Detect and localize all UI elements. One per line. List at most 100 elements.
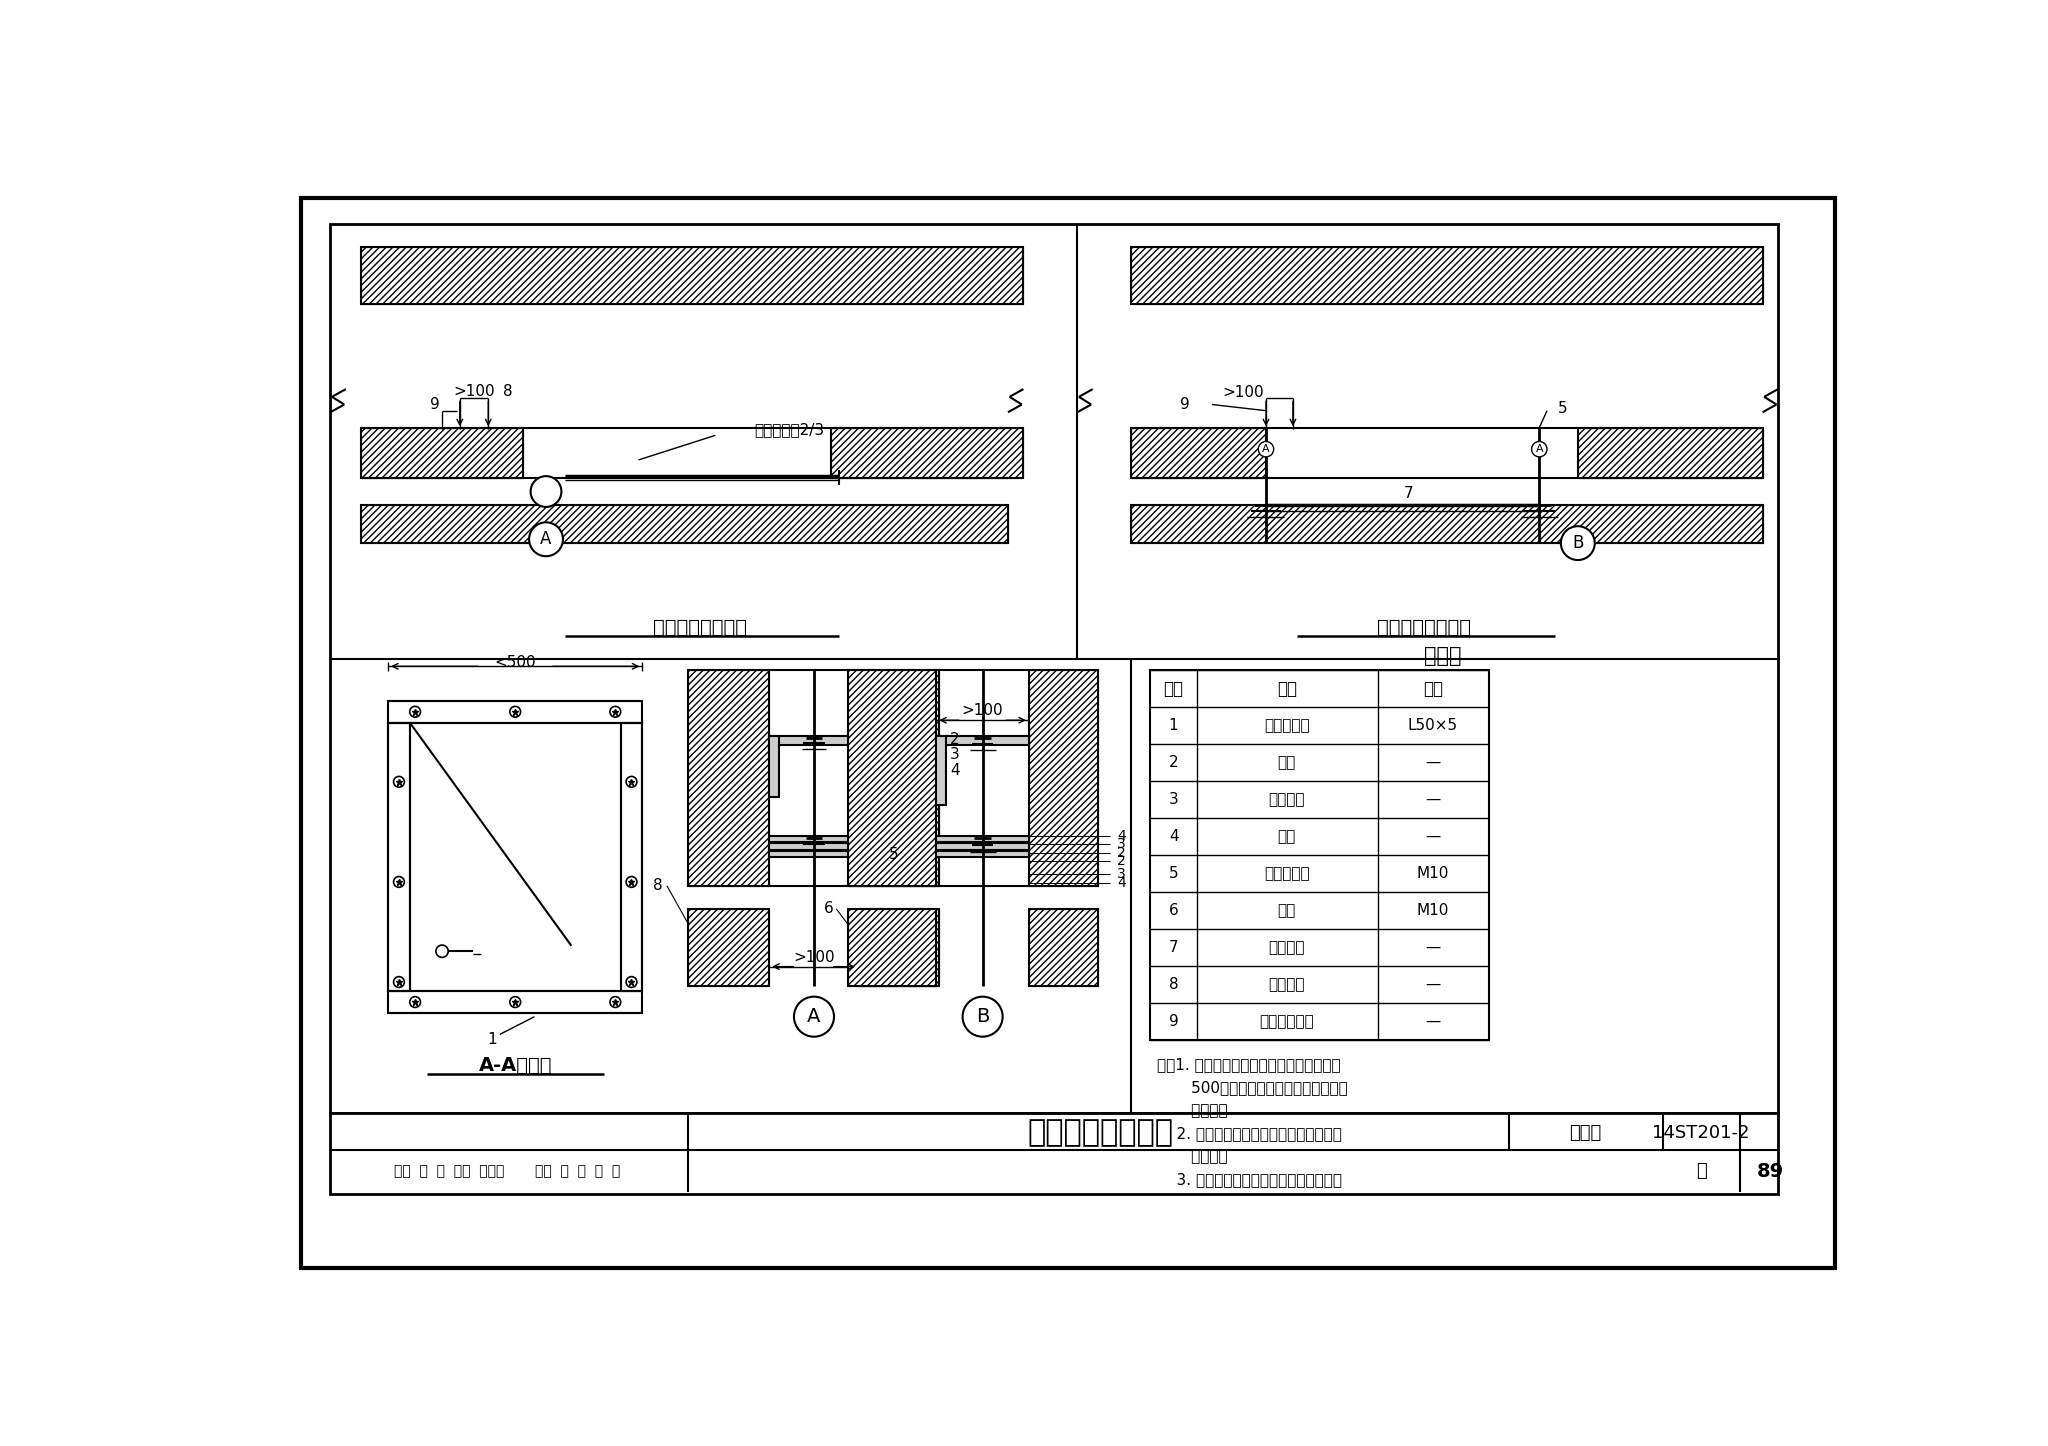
Text: —: — xyxy=(1425,1014,1440,1028)
Text: 8: 8 xyxy=(502,385,512,399)
Circle shape xyxy=(1257,441,1274,457)
Bar xyxy=(770,836,858,842)
Bar xyxy=(848,910,936,986)
Text: 2: 2 xyxy=(950,732,961,748)
Text: 1: 1 xyxy=(487,1032,498,1047)
Text: 8: 8 xyxy=(1169,977,1178,992)
Text: —: — xyxy=(1425,755,1440,771)
Bar xyxy=(936,836,1028,842)
Text: 带插板阀风口安装: 带插板阀风口安装 xyxy=(653,619,748,638)
Bar xyxy=(330,1113,1778,1194)
Text: 弹簧垫片: 弹簧垫片 xyxy=(1268,792,1305,807)
Text: A: A xyxy=(541,531,551,548)
Bar xyxy=(770,736,778,797)
Bar xyxy=(389,723,410,992)
Text: >100: >100 xyxy=(963,703,1004,717)
Text: 热镀锌角钢: 热镀锌角钢 xyxy=(1264,719,1309,733)
Bar xyxy=(330,224,1778,1113)
Text: A: A xyxy=(1262,444,1270,454)
Bar xyxy=(1130,505,1763,544)
Text: 注：1. 后切底胀栓间距与螺栓间距都不大于: 注：1. 后切底胀栓间距与螺栓间距都不大于 xyxy=(1157,1057,1339,1071)
Bar xyxy=(1028,910,1098,986)
Text: 材料表: 材料表 xyxy=(1423,646,1462,667)
Text: 4: 4 xyxy=(1118,829,1126,843)
Text: 螺母: 螺母 xyxy=(1278,755,1296,771)
Bar xyxy=(848,669,936,886)
Circle shape xyxy=(510,706,520,717)
Text: 9: 9 xyxy=(1180,398,1190,412)
Text: 6: 6 xyxy=(823,901,834,917)
Text: A: A xyxy=(807,1008,821,1027)
Bar xyxy=(360,505,1008,544)
Bar xyxy=(360,247,1024,305)
Text: 审核  崔  蕖  校对  赵东明       设计  王  倩  王  倩: 审核 崔 蕖 校对 赵东明 设计 王 倩 王 倩 xyxy=(395,1164,621,1178)
Text: B: B xyxy=(1573,534,1583,552)
Text: 1: 1 xyxy=(1169,719,1178,733)
Circle shape xyxy=(510,996,520,1008)
Text: M10: M10 xyxy=(1417,902,1450,918)
Circle shape xyxy=(393,777,403,787)
Bar xyxy=(621,723,643,992)
Bar xyxy=(770,843,858,850)
Bar xyxy=(1577,428,1763,477)
Text: 3: 3 xyxy=(1169,792,1178,807)
Circle shape xyxy=(610,996,621,1008)
Circle shape xyxy=(963,996,1004,1037)
Circle shape xyxy=(410,706,420,717)
Text: 500，且四角部位应设有后切底胀栓: 500，且四角部位应设有后切底胀栓 xyxy=(1157,1080,1348,1095)
Bar xyxy=(688,669,770,886)
Bar xyxy=(936,843,1028,850)
Text: 8: 8 xyxy=(653,878,662,894)
Text: A-A剖面图: A-A剖面图 xyxy=(479,1056,553,1074)
Bar xyxy=(848,669,936,886)
Bar xyxy=(858,669,938,886)
Text: 89: 89 xyxy=(1757,1163,1784,1181)
Text: 2: 2 xyxy=(1169,755,1178,771)
Text: —: — xyxy=(1425,940,1440,954)
Text: 轨顶排热风口安装: 轨顶排热风口安装 xyxy=(1028,1118,1174,1148)
Bar xyxy=(688,910,770,986)
Text: 4: 4 xyxy=(1169,829,1178,844)
Bar xyxy=(1151,669,1489,1040)
Text: 7: 7 xyxy=(1403,486,1413,500)
Circle shape xyxy=(436,946,449,957)
Circle shape xyxy=(528,522,563,557)
Text: 后切底胀栓: 后切底胀栓 xyxy=(1264,866,1309,881)
Bar xyxy=(848,910,936,986)
Text: 螺栓: 螺栓 xyxy=(1278,902,1296,918)
Circle shape xyxy=(530,476,561,508)
Text: 漆标志。: 漆标志。 xyxy=(1157,1150,1227,1164)
Bar xyxy=(360,428,522,477)
Circle shape xyxy=(627,777,637,787)
Bar xyxy=(831,428,1024,477)
Bar xyxy=(858,669,938,886)
Text: 5: 5 xyxy=(1169,866,1178,881)
Text: 3: 3 xyxy=(1118,837,1126,852)
Circle shape xyxy=(627,976,637,988)
Text: 插板风口: 插板风口 xyxy=(1268,977,1305,992)
Text: 6: 6 xyxy=(1169,902,1178,918)
Text: 2. 轨底后切底胀栓螺栓安装完成后涂红: 2. 轨底后切底胀栓螺栓安装完成后涂红 xyxy=(1157,1126,1341,1141)
Text: 轨顶风道底板: 轨顶风道底板 xyxy=(1260,1014,1315,1028)
Text: 百叶风口: 百叶风口 xyxy=(1268,940,1305,954)
Text: L50×5: L50×5 xyxy=(1407,719,1458,733)
Bar xyxy=(858,910,938,986)
Text: —: — xyxy=(1425,829,1440,844)
Text: 或螺栓。: 或螺栓。 xyxy=(1157,1103,1227,1118)
Text: B: B xyxy=(977,1008,989,1027)
Text: >100: >100 xyxy=(793,950,836,964)
Text: 轨顶排热风口安装: 轨顶排热风口安装 xyxy=(1376,619,1470,638)
Bar xyxy=(858,910,938,986)
Circle shape xyxy=(795,996,834,1037)
Text: 5: 5 xyxy=(889,847,899,862)
Circle shape xyxy=(393,976,403,988)
Text: 9: 9 xyxy=(1169,1014,1178,1028)
Text: 3: 3 xyxy=(1118,868,1126,881)
Text: —: — xyxy=(1425,792,1440,807)
Bar xyxy=(1130,428,1266,477)
Text: 4: 4 xyxy=(1118,876,1126,891)
Text: 3. 插板阀上的插板应有可靠锁定装置。: 3. 插板阀上的插板应有可靠锁定装置。 xyxy=(1157,1173,1341,1187)
Bar xyxy=(936,736,946,805)
Bar xyxy=(1130,505,1763,544)
Text: >100: >100 xyxy=(453,385,496,399)
